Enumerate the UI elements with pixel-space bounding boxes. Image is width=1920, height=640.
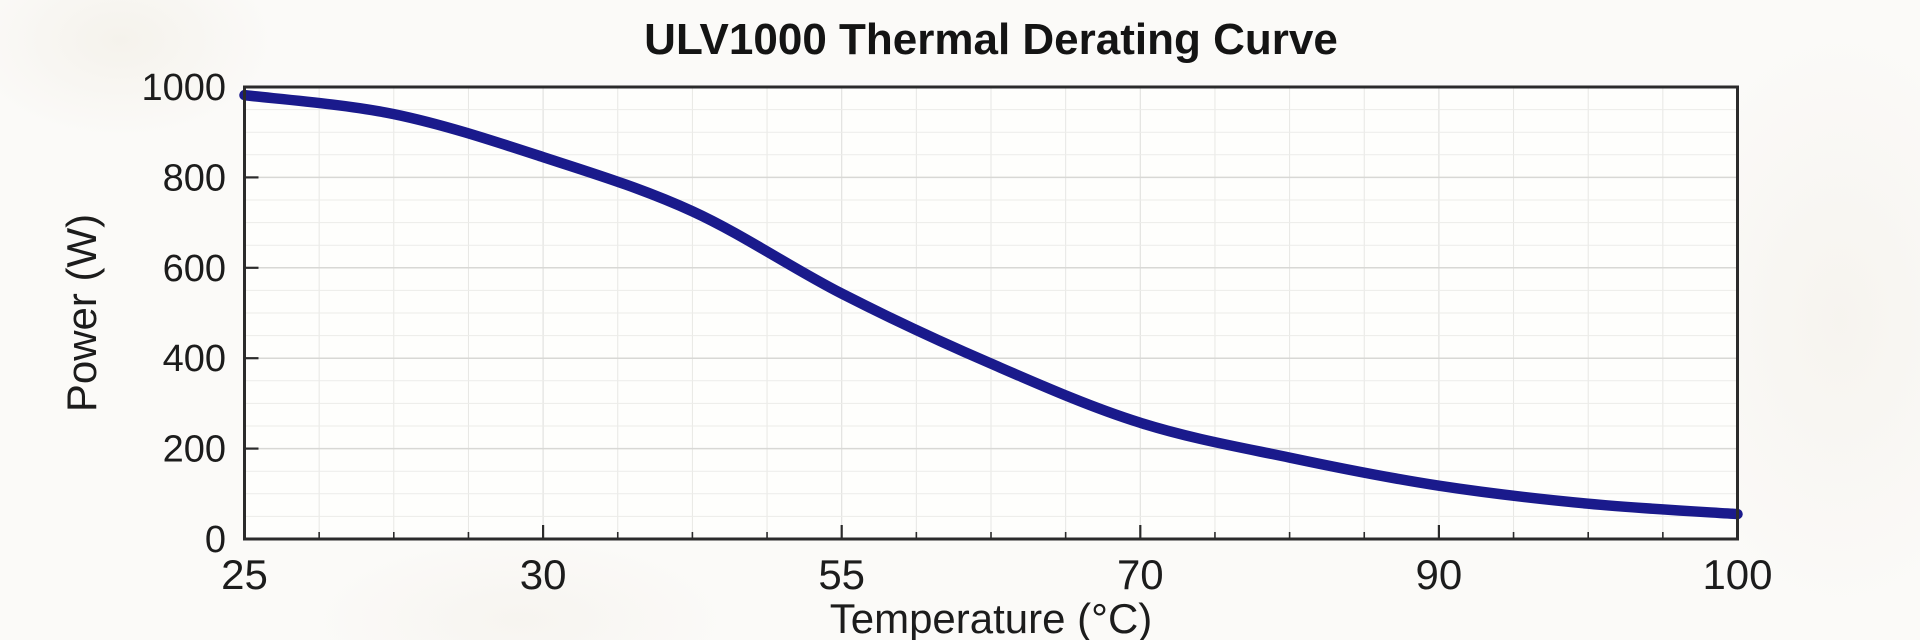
y-tick-label: 1000 xyxy=(141,67,226,109)
derating-curve xyxy=(239,89,1743,520)
chart-title: ULV1000 Thermal Derating Curve xyxy=(644,15,1338,64)
y-axis-label: Power (W) xyxy=(58,214,105,412)
y-tick-labels: 0 200 400 600 800 1000 xyxy=(141,67,226,561)
x-tick-label: 30 xyxy=(520,551,567,598)
y-tick-label: 800 xyxy=(163,157,226,199)
x-tick-label: 100 xyxy=(1702,551,1772,598)
x-tick-label: 70 xyxy=(1117,551,1164,598)
x-tick-label: 25 xyxy=(221,551,268,598)
x-tick-label: 90 xyxy=(1416,551,1463,598)
axes-frame xyxy=(243,85,1739,541)
y-tick-label: 200 xyxy=(163,429,226,471)
y-tick-label: 400 xyxy=(163,338,226,380)
grid-lines xyxy=(244,87,1738,539)
x-tick-label: 55 xyxy=(818,551,865,598)
y-tick-label: 600 xyxy=(163,248,226,290)
x-axis-label: Temperature (°C) xyxy=(830,595,1153,640)
y-tick-label: 0 xyxy=(205,519,226,561)
x-tick-labels: 25 30 55 70 90 100 xyxy=(221,551,1772,598)
